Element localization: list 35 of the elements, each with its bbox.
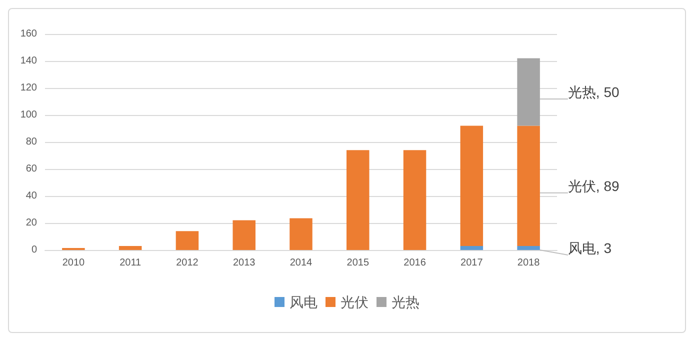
data-label: 风电, 3 bbox=[568, 240, 612, 256]
bar bbox=[460, 126, 484, 246]
x-tick-label: 2018 bbox=[517, 258, 540, 268]
bar bbox=[517, 58, 540, 126]
legend-label: 光伏 bbox=[340, 294, 368, 310]
x-tick-label: 2012 bbox=[176, 258, 199, 268]
bar bbox=[517, 126, 540, 246]
bar bbox=[460, 246, 484, 250]
legend-label: 光热 bbox=[392, 294, 420, 310]
bar bbox=[232, 220, 256, 250]
y-tick-label: 140 bbox=[20, 56, 38, 66]
y-tick-label: 40 bbox=[26, 190, 38, 202]
x-tick-label: 2013 bbox=[232, 258, 256, 268]
bar bbox=[176, 231, 199, 250]
x-tick-label: 2017 bbox=[460, 258, 484, 268]
x-tick-label: 2016 bbox=[404, 258, 426, 268]
bar bbox=[517, 246, 540, 250]
bar bbox=[290, 218, 312, 250]
y-tick-label: 20 bbox=[26, 218, 38, 228]
bar bbox=[403, 150, 426, 250]
x-tick-label: 2011 bbox=[120, 258, 142, 268]
legend-label: 风电 bbox=[290, 294, 318, 310]
bar bbox=[346, 150, 370, 250]
x-tick-label: 2015 bbox=[346, 258, 370, 268]
data-label: 光伏, 89 bbox=[568, 178, 620, 194]
y-tick-label: 60 bbox=[26, 164, 38, 174]
x-tick-label: 2014 bbox=[290, 258, 313, 268]
y-tick-label: 100 bbox=[20, 110, 38, 120]
y-tick-label: 160 bbox=[20, 28, 38, 40]
data-label: 光热, 50 bbox=[568, 84, 620, 100]
bar bbox=[118, 246, 142, 250]
y-tick-label: 120 bbox=[20, 82, 38, 94]
y-tick-label: 80 bbox=[26, 136, 38, 148]
x-tick-label: 2010 bbox=[62, 258, 86, 268]
y-tick-label: 0 bbox=[31, 244, 38, 256]
